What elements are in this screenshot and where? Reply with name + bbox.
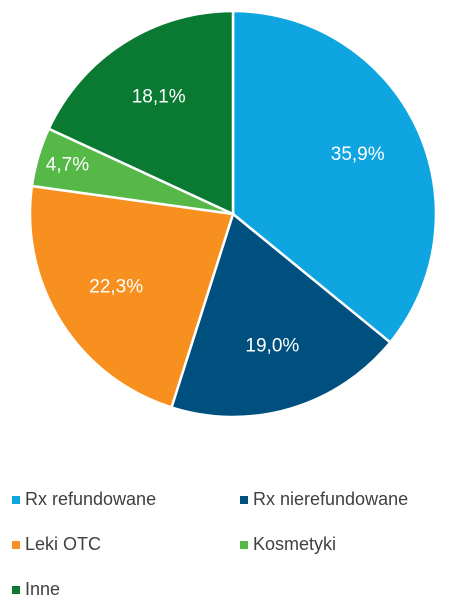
pie-slice: [231, 9, 438, 345]
data-label: 4,7%: [46, 154, 89, 175]
pie-slice: [47, 9, 235, 216]
legend-label: Rx nierefundowane: [253, 489, 408, 509]
data-label: 22,3%: [89, 277, 143, 298]
legend-swatch: [240, 496, 248, 504]
legend-swatch: [12, 586, 20, 594]
legend-label: Rx refundowane: [25, 489, 156, 509]
legend-swatch: [12, 496, 20, 504]
data-label: 19,0%: [245, 335, 299, 356]
data-label: 18,1%: [132, 87, 186, 108]
legend-label: Inne: [25, 579, 60, 596]
data-label: 35,9%: [331, 144, 385, 165]
pie-slice: [169, 211, 392, 419]
pie-slice: [28, 184, 235, 410]
legend-swatch: [12, 541, 20, 549]
legend-label: Leki OTC: [25, 534, 101, 554]
legend-label: Kosmetyki: [253, 534, 336, 554]
legend-swatch: [240, 541, 248, 549]
